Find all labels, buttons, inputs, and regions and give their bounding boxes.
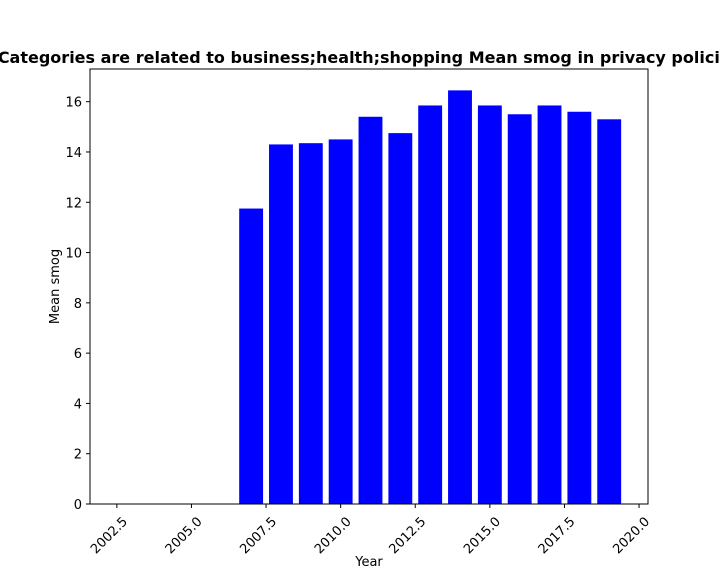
y-tick-label: 4 bbox=[74, 397, 82, 412]
bar-2015 bbox=[477, 105, 502, 504]
bar-2010 bbox=[328, 139, 353, 505]
y-tick-label: 0 bbox=[74, 498, 82, 513]
x-tick-label: 2020.0 bbox=[610, 514, 653, 557]
bar-2018 bbox=[567, 111, 592, 504]
x-tick-label: 2017.5 bbox=[536, 514, 579, 557]
y-tick-label: 12 bbox=[65, 196, 82, 211]
y-tick-label: 6 bbox=[74, 347, 82, 362]
bar-2013 bbox=[418, 105, 443, 504]
plot-area-frame bbox=[89, 68, 649, 505]
y-tick-label: 8 bbox=[74, 297, 82, 312]
bar-2009 bbox=[298, 143, 323, 504]
x-tick-label: 2005.0 bbox=[163, 514, 206, 557]
bar-group bbox=[239, 90, 622, 505]
y-tick-label: 16 bbox=[65, 96, 82, 111]
bar-2017 bbox=[537, 105, 562, 504]
bar-2014 bbox=[448, 90, 472, 504]
chart-title: Categories are related to business;healt… bbox=[0, 48, 720, 67]
y-axis: 0 2 4 6 8 10 12 14 16 bbox=[65, 96, 90, 513]
bar-2011 bbox=[358, 116, 383, 504]
bar-2016 bbox=[507, 114, 532, 504]
bar-2008 bbox=[269, 144, 293, 504]
x-axis-label: Year bbox=[354, 555, 383, 570]
x-tick-label: 2007.5 bbox=[237, 514, 280, 557]
x-axis: 2002.5 2005.0 2007.5 2010.0 2012.5 2015.0 2017… bbox=[88, 504, 653, 557]
y-tick-label: 10 bbox=[65, 247, 82, 262]
x-tick-label: 2012.5 bbox=[387, 514, 430, 557]
bar-2019 bbox=[597, 119, 622, 505]
y-tick-label: 14 bbox=[65, 146, 82, 161]
x-tick-label: 2015.0 bbox=[461, 514, 504, 557]
x-tick-label: 2002.5 bbox=[88, 514, 131, 557]
bar-2012 bbox=[388, 133, 413, 504]
y-axis-label: Mean smog bbox=[48, 249, 63, 324]
bar-2007 bbox=[239, 208, 264, 505]
x-tick-label: 2010.0 bbox=[312, 514, 355, 557]
y-tick-label: 2 bbox=[74, 448, 82, 463]
